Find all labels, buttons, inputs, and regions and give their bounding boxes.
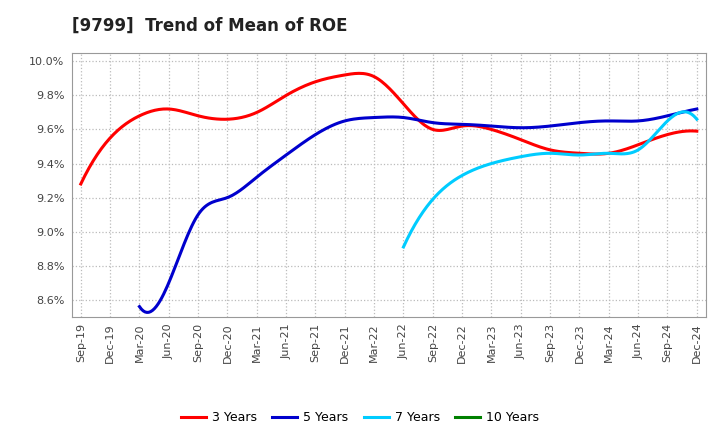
5 Years [467,122,476,127]
3 Years [76,181,85,187]
Line: 5 Years: 5 Years [140,109,697,312]
7 Years [647,136,655,142]
5 Years [478,123,487,128]
7 Years [693,117,701,122]
3 Years [78,177,87,182]
Line: 7 Years: 7 Years [403,112,697,247]
7 Years [399,244,408,249]
5 Years [693,106,701,112]
3 Years [637,141,646,146]
5 Years [469,122,477,128]
7 Years [574,152,582,158]
3 Years [444,127,452,132]
3 Years [456,124,464,129]
7 Years [665,117,674,122]
Line: 3 Years: 3 Years [81,73,697,184]
Text: [9799]  Trend of Mean of ROE: [9799] Trend of Mean of ROE [72,17,348,35]
3 Years [598,151,606,157]
7 Years [680,109,688,114]
5 Years [135,304,144,309]
3 Years [445,126,454,132]
Legend: 3 Years, 5 Years, 7 Years, 10 Years: 3 Years, 5 Years, 7 Years, 10 Years [176,407,544,429]
5 Years [642,117,651,123]
5 Years [137,306,145,312]
7 Years [400,242,409,247]
5 Years [607,118,616,124]
7 Years [573,152,582,158]
5 Years [143,310,151,315]
3 Years [693,128,701,134]
7 Years [579,152,588,158]
3 Years [355,71,364,76]
